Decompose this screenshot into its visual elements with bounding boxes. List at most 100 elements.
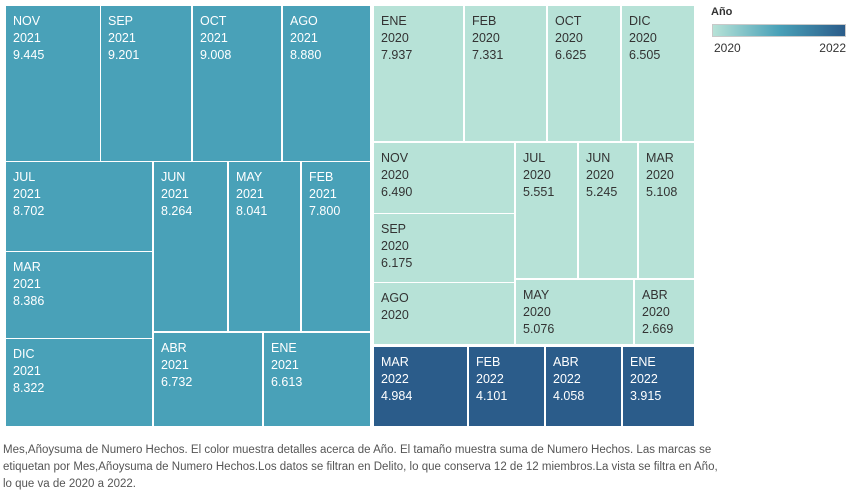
- treemap-cell-mar-2020[interactable]: MAR 2020 5.108: [639, 143, 696, 280]
- treemap-cell-mar-2022[interactable]: MAR 2022 4.984: [374, 347, 469, 428]
- cell-year-label: 2020: [629, 31, 657, 45]
- cell-value-label: 4.058: [553, 389, 585, 403]
- treemap-cell-jul-2020[interactable]: JUL 2020 5.551: [516, 143, 579, 280]
- chart-caption: Mes,Añoysuma de Numero Hechos. El color …: [3, 444, 718, 490]
- treemap-cell-ene-2021[interactable]: ENE 2021 6.613: [264, 333, 372, 428]
- treemap-cell-ago-2020[interactable]: AGO 2020: [374, 283, 516, 346]
- cell-value-label: 8.041: [236, 204, 268, 218]
- cell-month-label: AGO: [290, 14, 318, 28]
- cell-month-label: OCT: [555, 14, 582, 28]
- treemap-cell-abr-2022[interactable]: ABR 2022 4.058: [546, 347, 623, 428]
- cell-month-label: NOV: [381, 151, 409, 165]
- treemap-cell-jun-2020[interactable]: JUN 2020 5.245: [579, 143, 639, 280]
- cell-value-label: 9.008: [200, 48, 232, 62]
- treemap-cell-nov-2021[interactable]: NOV 2021 9.445: [6, 6, 102, 163]
- cell-year-label: 2020: [555, 31, 583, 45]
- treemap-cell-oct-2021[interactable]: OCT 2021 9.008: [193, 6, 283, 163]
- cell-year-label: 2021: [13, 31, 41, 45]
- treemap-cell-abr-2020[interactable]: ABR 2020 2.669: [635, 280, 696, 346]
- cell-value-label: 8.264: [161, 204, 193, 218]
- treemap-cell-may-2021[interactable]: MAY 2021 8.041: [229, 162, 302, 333]
- cell-month-label: MAR: [381, 355, 409, 369]
- cell-year-label: 2022: [630, 372, 658, 386]
- treemap-cell-may-2020[interactable]: MAY 2020 5.076: [516, 280, 635, 346]
- cell-year-label: 2021: [13, 364, 41, 378]
- cell-year-label: 2020: [586, 168, 614, 182]
- treemap-cell-jul-2021[interactable]: JUL 2021 8.702: [6, 162, 154, 253]
- legend-title: Año: [711, 6, 733, 18]
- cell-month-label: ENE: [381, 14, 407, 28]
- cell-month-label: DIC: [629, 14, 651, 28]
- cell-year-label: 2021: [13, 187, 41, 201]
- cell-value-label: 6.613: [271, 375, 303, 389]
- treemap-cell-jun-2021[interactable]: JUN 2021 8.264: [154, 162, 229, 333]
- cell-month-label: ABR: [161, 341, 187, 355]
- cell-year-label: 2022: [553, 372, 581, 386]
- cell-month-label: JUN: [161, 170, 186, 184]
- legend-color-ramp: [712, 24, 846, 37]
- treemap-cell-ene-2020[interactable]: ENE 2020 7.937: [374, 6, 465, 143]
- cell-year-label: 2020: [381, 239, 409, 253]
- cell-year-label: 2020: [642, 305, 670, 319]
- treemap-cell-feb-2021[interactable]: FEB 2021 7.800: [302, 162, 372, 333]
- cell-value-label: 6.505: [629, 48, 661, 62]
- treemap-cell-mar-2021[interactable]: MAR 2021 8.386: [6, 252, 154, 340]
- cell-value-label: 5.076: [523, 322, 555, 336]
- cell-month-label: AGO: [381, 291, 409, 305]
- treemap-cell-feb-2020[interactable]: FEB 2020 7.331: [465, 6, 548, 143]
- legend-min-label: 2020: [714, 41, 741, 55]
- cell-value-label: 4.101: [476, 389, 508, 403]
- cell-month-label: JUL: [13, 170, 36, 184]
- cell-value-label: 5.245: [586, 185, 618, 199]
- cell-value-label: 6.625: [555, 48, 587, 62]
- treemap-cell-sep-2020[interactable]: SEP 2020 6.175: [374, 214, 516, 284]
- cell-year-label: 2021: [161, 187, 189, 201]
- cell-month-label: JUN: [586, 151, 611, 165]
- cell-month-label: MAR: [13, 260, 41, 274]
- legend-max-label: 2022: [819, 41, 846, 55]
- cell-month-label: ABR: [553, 355, 579, 369]
- treemap-cell-nov-2020[interactable]: NOV 2020 6.490: [374, 143, 516, 215]
- cell-year-label: 2021: [13, 277, 41, 291]
- treemap-cell-dic-2021[interactable]: DIC 2021 8.322: [6, 339, 154, 428]
- treemap-cell-dic-2020[interactable]: DIC 2020 6.505: [622, 6, 696, 143]
- cell-year-label: 2020: [523, 305, 551, 319]
- cell-month-label: SEP: [381, 222, 407, 236]
- cell-month-label: MAR: [646, 151, 674, 165]
- cell-month-label: MAY: [236, 170, 263, 184]
- cell-value-label: 7.331: [472, 48, 504, 62]
- treemap-cell-abr-2021[interactable]: ABR 2021 6.732: [154, 333, 264, 428]
- cell-value-label: 6.175: [381, 256, 413, 270]
- cell-year-label: 2022: [381, 372, 409, 386]
- cell-value-label: 6.490: [381, 185, 413, 199]
- cell-month-label: SEP: [108, 14, 134, 28]
- cell-year-label: 2020: [646, 168, 674, 182]
- cell-value-label: 9.445: [13, 48, 45, 62]
- cell-month-label: FEB: [309, 170, 334, 184]
- cell-value-label: 5.108: [646, 185, 678, 199]
- cell-value-label: 7.937: [381, 48, 413, 62]
- cell-value-label: 6.732: [161, 375, 193, 389]
- cell-month-label: JUL: [523, 151, 546, 165]
- treemap-cell-sep-2021[interactable]: SEP 2021 9.201: [101, 6, 193, 163]
- cell-month-label: ENE: [271, 341, 297, 355]
- cell-year-label: 2021: [290, 31, 318, 45]
- cell-month-label: DIC: [13, 347, 35, 361]
- cell-month-label: OCT: [200, 14, 227, 28]
- cell-value-label: 3.915: [630, 389, 662, 403]
- cell-year-label: 2020: [381, 168, 409, 182]
- cell-year-label: 2022: [476, 372, 504, 386]
- cell-year-label: 2020: [381, 308, 409, 322]
- cell-year-label: 2020: [523, 168, 551, 182]
- treemap-cell-feb-2022[interactable]: FEB 2022 4.101: [469, 347, 546, 428]
- treemap-cell-ago-2021[interactable]: AGO 2021 8.880: [283, 6, 372, 163]
- cell-value-label: 5.551: [523, 185, 555, 199]
- cell-year-label: 2021: [236, 187, 264, 201]
- cell-month-label: MAY: [523, 288, 550, 302]
- cell-year-label: 2020: [472, 31, 500, 45]
- treemap-cell-ene-2022[interactable]: ENE 2022 3.915: [623, 347, 696, 428]
- cell-year-label: 2021: [271, 358, 299, 372]
- cell-month-label: FEB: [472, 14, 497, 28]
- treemap-cell-oct-2020[interactable]: OCT 2020 6.625: [548, 6, 622, 143]
